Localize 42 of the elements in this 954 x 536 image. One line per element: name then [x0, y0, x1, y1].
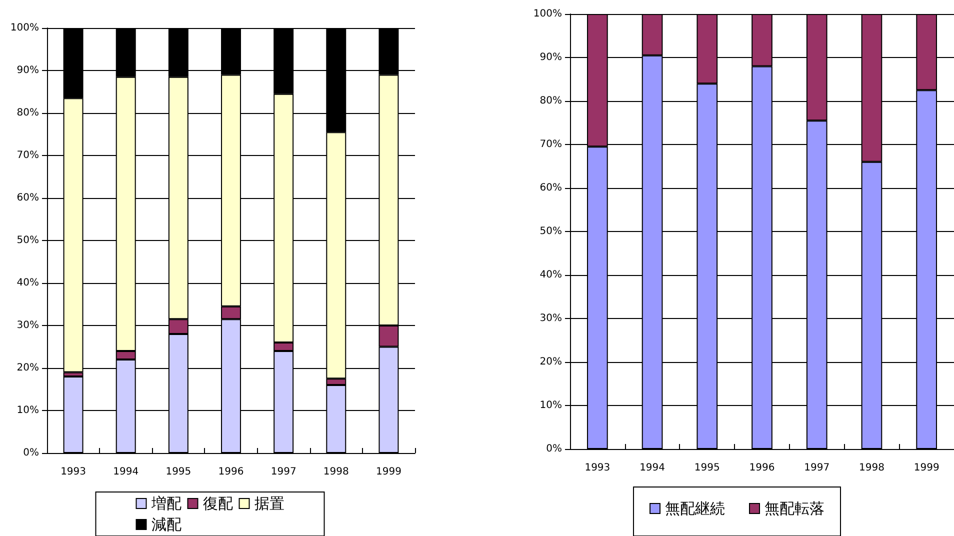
x-tick-label: 1998	[323, 466, 349, 478]
y-tick-label: 100%	[533, 8, 562, 20]
x-tick-label: 1997	[270, 466, 296, 478]
x-tick-label: 1998	[858, 462, 884, 474]
y-tick-label: 60%	[540, 182, 562, 194]
x-tick-label: 1994	[113, 466, 139, 478]
y-tick-label: 10%	[540, 400, 562, 411]
y-tick-label: 10%	[16, 405, 39, 416]
y-tick-label: 0%	[546, 444, 562, 454]
y-tick-label: 80%	[540, 96, 562, 106]
y-tick-label: 70%	[16, 150, 39, 161]
y-tick-label: 80%	[16, 108, 39, 118]
y-tick-label: 40%	[16, 278, 39, 288]
y-tick-label: 0%	[23, 448, 39, 458]
y-tick-label: 20%	[540, 356, 562, 368]
y-tick-label: 30%	[540, 313, 562, 324]
y-tick-label: 90%	[16, 65, 39, 76]
x-tick-label: 1999	[914, 462, 940, 474]
legend-label: 増配	[150, 494, 182, 512]
x-tick-label: 1993	[584, 462, 610, 474]
y-tick-label: 50%	[16, 235, 39, 246]
y-tick-label: 30%	[16, 320, 39, 331]
x-tick-label: 1995	[166, 466, 192, 478]
y-tick-label: 100%	[10, 22, 39, 34]
legend-label: 無配転落	[764, 500, 824, 518]
x-tick-label: 1999	[376, 466, 402, 478]
x-tick-label: 1995	[694, 462, 720, 474]
legend-label: 復配	[202, 494, 233, 512]
y-tick-label: 60%	[16, 192, 39, 204]
y-tick-label: 70%	[540, 139, 562, 150]
x-tick-label: 1996	[218, 466, 244, 478]
x-tick-label: 1997	[804, 462, 830, 474]
y-tick-label: 50%	[540, 226, 562, 237]
y-tick-label: 90%	[540, 52, 562, 63]
y-tick-label: 40%	[540, 270, 562, 280]
x-tick-label: 1994	[640, 462, 666, 474]
y-tick-label: 20%	[16, 362, 39, 374]
legend-label: 無配継続	[665, 500, 725, 518]
legend-label: 据置	[254, 494, 284, 512]
x-tick-label: 1996	[749, 462, 775, 474]
legend-label: 減配	[151, 516, 182, 534]
x-tick-label: 1993	[60, 466, 86, 478]
